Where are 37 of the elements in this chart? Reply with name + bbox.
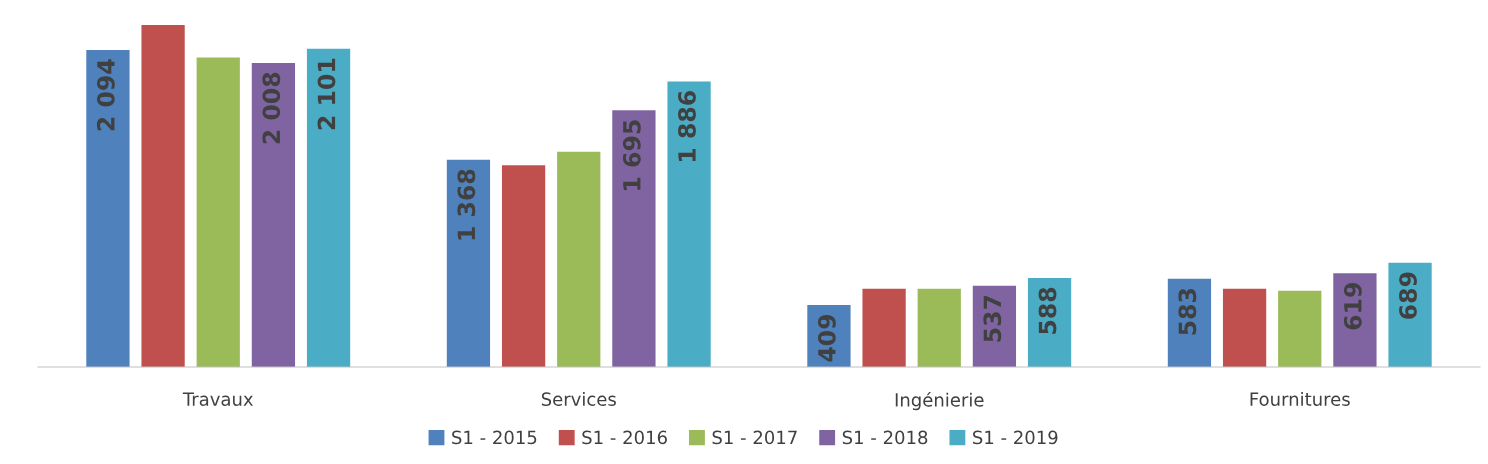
bar: [1388, 262, 1432, 367]
data-label: 2 094: [96, 59, 115, 131]
x-tick-label: Fournitures: [1250, 392, 1350, 406]
x-tick-label: Travaux: [182, 392, 254, 406]
bar: [1333, 273, 1377, 367]
legend-label: S1 - 2015: [452, 430, 537, 445]
bar: [141, 25, 185, 367]
bar: [667, 81, 711, 367]
x-tick-label: Services: [541, 392, 616, 406]
data-label: 1 695: [622, 120, 641, 190]
data-label: 583: [1178, 288, 1197, 335]
data-label: 409: [817, 314, 836, 362]
bar: [86, 49, 130, 367]
bar: [917, 288, 961, 367]
bar: [1222, 288, 1267, 367]
data-label: 619: [1343, 283, 1362, 330]
data-label: 1 886: [678, 91, 696, 162]
bar: [862, 288, 906, 367]
data-label: 1 368: [457, 169, 476, 240]
bar: [612, 110, 656, 367]
bar: [501, 165, 546, 367]
legend-label: S1 - 2017: [712, 430, 797, 445]
bar: [1278, 290, 1322, 367]
bar: [557, 151, 601, 367]
bar: [196, 57, 240, 367]
data-label: 588: [1038, 287, 1057, 334]
data-label: 689: [1399, 272, 1417, 319]
legend-label: S1 - 2019: [973, 430, 1058, 445]
bar: [306, 48, 351, 367]
bar: [446, 159, 491, 367]
legend-label: S1 - 2018: [842, 430, 928, 445]
x-tick-label: Ingénierie: [895, 392, 984, 411]
data-label: 537: [983, 295, 1002, 342]
data-label: 2 101: [317, 58, 336, 130]
bar: [251, 62, 296, 367]
data-label: 2 008: [262, 72, 281, 144]
legend-label: S1 - 2016: [582, 430, 667, 445]
